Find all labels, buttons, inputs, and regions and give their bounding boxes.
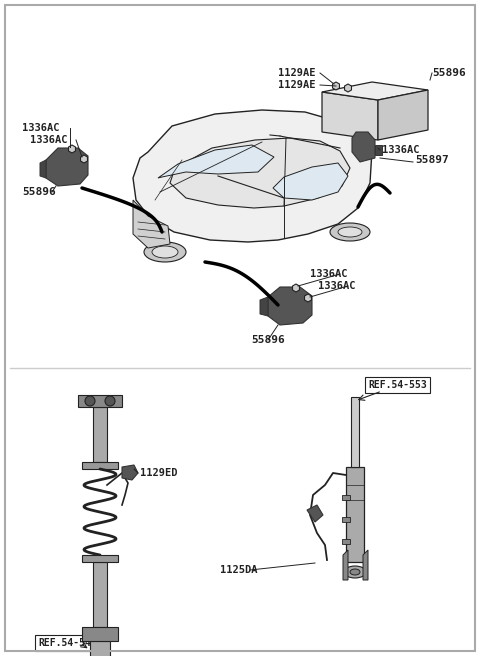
Polygon shape xyxy=(322,82,428,100)
Bar xyxy=(90,641,110,656)
Text: 55896: 55896 xyxy=(432,68,466,78)
Text: 1129AE: 1129AE xyxy=(278,80,315,90)
Polygon shape xyxy=(352,132,375,162)
Text: REF.54-553: REF.54-553 xyxy=(368,380,427,390)
Bar xyxy=(342,539,350,544)
Bar xyxy=(346,467,364,562)
Polygon shape xyxy=(133,110,372,242)
Bar xyxy=(342,517,350,522)
Bar xyxy=(82,462,118,469)
Ellipse shape xyxy=(330,223,370,241)
Polygon shape xyxy=(292,284,300,292)
Ellipse shape xyxy=(85,396,95,406)
Polygon shape xyxy=(343,550,348,580)
Polygon shape xyxy=(363,550,368,580)
Bar xyxy=(78,395,122,407)
Polygon shape xyxy=(158,145,274,178)
Ellipse shape xyxy=(338,227,362,237)
Polygon shape xyxy=(260,297,268,316)
Text: 55897: 55897 xyxy=(415,155,449,165)
Bar xyxy=(93,407,107,462)
Polygon shape xyxy=(307,505,323,522)
Bar xyxy=(342,495,350,500)
Bar xyxy=(82,555,118,562)
Polygon shape xyxy=(46,148,88,186)
Polygon shape xyxy=(170,138,350,208)
Text: 1129AE: 1129AE xyxy=(278,68,315,78)
Ellipse shape xyxy=(152,246,178,258)
Polygon shape xyxy=(81,155,87,163)
Ellipse shape xyxy=(350,569,360,575)
Text: 1336AC: 1336AC xyxy=(382,145,420,155)
Polygon shape xyxy=(273,163,348,200)
Polygon shape xyxy=(345,84,351,92)
Text: REF.54-546: REF.54-546 xyxy=(38,638,97,648)
Polygon shape xyxy=(69,145,75,153)
Polygon shape xyxy=(40,160,46,178)
Polygon shape xyxy=(333,82,339,90)
Text: 1129ED: 1129ED xyxy=(140,468,178,478)
Ellipse shape xyxy=(344,566,366,578)
Polygon shape xyxy=(322,92,378,140)
Text: 55896: 55896 xyxy=(251,335,285,345)
Polygon shape xyxy=(122,465,138,480)
Text: 55896: 55896 xyxy=(22,187,56,197)
Ellipse shape xyxy=(105,396,115,406)
Text: 1125DA: 1125DA xyxy=(220,565,257,575)
Polygon shape xyxy=(133,200,170,248)
Text: 1336AC: 1336AC xyxy=(310,269,348,279)
Text: 1336AC: 1336AC xyxy=(318,281,356,291)
Polygon shape xyxy=(304,294,312,302)
Ellipse shape xyxy=(144,242,186,262)
Text: 1336AC: 1336AC xyxy=(22,123,60,133)
Polygon shape xyxy=(268,287,312,325)
Polygon shape xyxy=(375,145,382,155)
Text: 1336AC: 1336AC xyxy=(30,135,68,145)
Bar xyxy=(93,562,107,627)
Bar xyxy=(82,627,118,641)
Bar xyxy=(351,397,359,467)
Polygon shape xyxy=(378,90,428,140)
